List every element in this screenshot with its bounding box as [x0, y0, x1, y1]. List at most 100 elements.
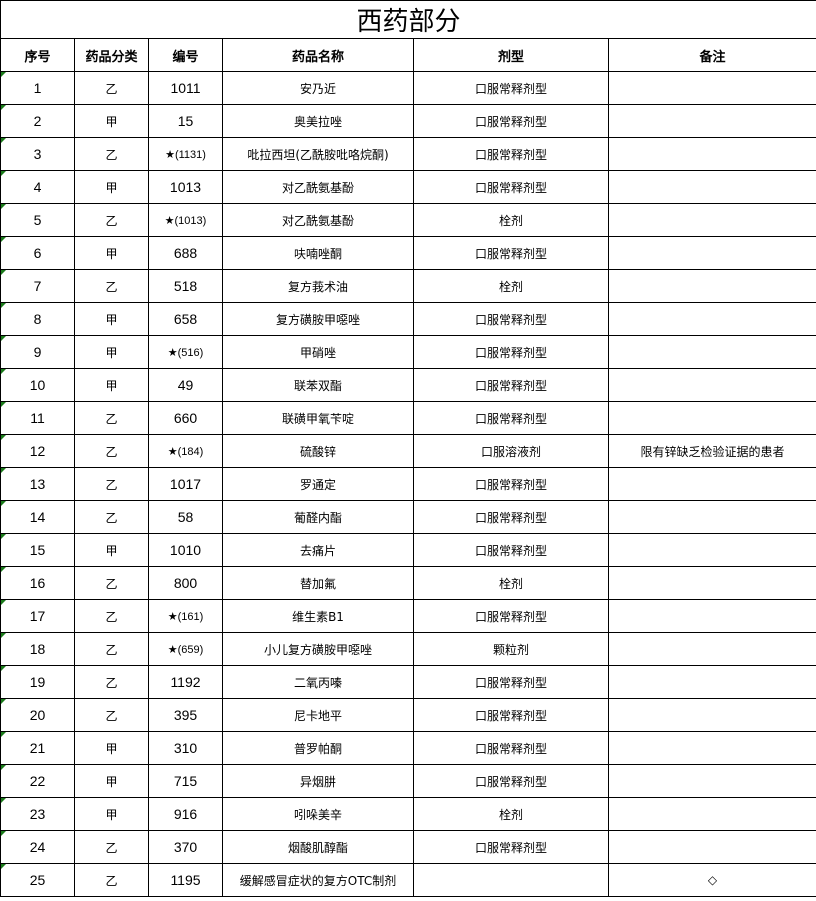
category-cell[interactable]: 乙	[74, 698, 149, 732]
code-cell[interactable]: ★(161)	[148, 599, 223, 633]
drug-name-cell[interactable]: 缓解感冒症状的复方OTC制剂	[222, 863, 414, 897]
code-cell[interactable]: 658	[148, 302, 223, 336]
dosage-form-cell[interactable]: 口服常释剂型	[413, 764, 609, 798]
remarks-cell[interactable]	[607, 104, 816, 138]
remarks-cell[interactable]	[607, 797, 816, 831]
row-number[interactable]: 12	[0, 434, 75, 468]
row-number[interactable]: 1	[0, 71, 75, 105]
dosage-form-cell[interactable]: 栓剂	[413, 566, 609, 600]
code-cell[interactable]: 370	[148, 830, 223, 864]
dosage-form-cell[interactable]: 口服常释剂型	[413, 500, 609, 534]
drug-name-cell[interactable]: 联苯双酯	[222, 368, 414, 402]
category-cell[interactable]: 乙	[74, 500, 149, 534]
dosage-form-cell[interactable]: 栓剂	[413, 797, 609, 831]
remarks-cell[interactable]	[607, 764, 816, 798]
code-cell[interactable]: ★(1131)	[148, 137, 223, 171]
remarks-cell[interactable]: ◇	[607, 863, 816, 897]
drug-name-cell[interactable]: 吲哚美辛	[222, 797, 414, 831]
header-dosage-form[interactable]: 剂型	[413, 38, 609, 72]
row-number[interactable]: 10	[0, 368, 75, 402]
dosage-form-cell[interactable]: 口服常释剂型	[413, 665, 609, 699]
drug-name-cell[interactable]: 呋喃唑酮	[222, 236, 414, 270]
category-cell[interactable]: 乙	[74, 434, 149, 468]
remarks-cell[interactable]	[607, 830, 816, 864]
category-cell[interactable]: 乙	[74, 467, 149, 501]
row-number[interactable]: 23	[0, 797, 75, 831]
remarks-cell[interactable]	[607, 269, 816, 303]
remarks-cell[interactable]	[607, 170, 816, 204]
dosage-form-cell[interactable]: 栓剂	[413, 203, 609, 237]
drug-name-cell[interactable]: 复方磺胺甲噁唑	[222, 302, 414, 336]
dosage-form-cell[interactable]: 口服常释剂型	[413, 731, 609, 765]
drug-name-cell[interactable]: 葡醛内酯	[222, 500, 414, 534]
remarks-cell[interactable]	[607, 71, 816, 105]
dosage-form-cell[interactable]: 口服常释剂型	[413, 401, 609, 435]
code-cell[interactable]: 1017	[148, 467, 223, 501]
category-cell[interactable]: 乙	[74, 566, 149, 600]
category-cell[interactable]: 甲	[74, 302, 149, 336]
dosage-form-cell[interactable]: 口服常释剂型	[413, 335, 609, 369]
row-number[interactable]: 3	[0, 137, 75, 171]
remarks-cell[interactable]	[607, 368, 816, 402]
drug-name-cell[interactable]: 甲硝唑	[222, 335, 414, 369]
code-cell[interactable]: 518	[148, 269, 223, 303]
row-number[interactable]: 15	[0, 533, 75, 567]
drug-name-cell[interactable]: 异烟肼	[222, 764, 414, 798]
code-cell[interactable]: 1013	[148, 170, 223, 204]
code-cell[interactable]: 916	[148, 797, 223, 831]
drug-name-cell[interactable]: 小儿复方磺胺甲噁唑	[222, 632, 414, 666]
code-cell[interactable]: 660	[148, 401, 223, 435]
category-cell[interactable]: 乙	[74, 632, 149, 666]
category-cell[interactable]: 甲	[74, 731, 149, 765]
remarks-cell[interactable]	[607, 533, 816, 567]
sheet-title[interactable]: 西药部分	[0, 0, 816, 39]
category-cell[interactable]: 乙	[74, 137, 149, 171]
remarks-cell[interactable]	[607, 500, 816, 534]
code-cell[interactable]: 58	[148, 500, 223, 534]
remarks-cell[interactable]	[607, 599, 816, 633]
header-remarks[interactable]: 备注	[607, 38, 816, 72]
code-cell[interactable]: 395	[148, 698, 223, 732]
row-number[interactable]: 18	[0, 632, 75, 666]
remarks-cell[interactable]	[607, 698, 816, 732]
drug-name-cell[interactable]: 烟酸肌醇酯	[222, 830, 414, 864]
header-code[interactable]: 编号	[148, 38, 223, 72]
header-category[interactable]: 药品分类	[74, 38, 149, 72]
drug-name-cell[interactable]: 对乙酰氨基酚	[222, 203, 414, 237]
row-number[interactable]: 25	[0, 863, 75, 897]
code-cell[interactable]: 1195	[148, 863, 223, 897]
drug-name-cell[interactable]: 普罗帕酮	[222, 731, 414, 765]
code-cell[interactable]: ★(1013)	[148, 203, 223, 237]
row-number[interactable]: 6	[0, 236, 75, 270]
code-cell[interactable]: 1010	[148, 533, 223, 567]
row-number[interactable]: 8	[0, 302, 75, 336]
category-cell[interactable]: 乙	[74, 599, 149, 633]
row-number[interactable]: 24	[0, 830, 75, 864]
remarks-cell[interactable]	[607, 467, 816, 501]
dosage-form-cell[interactable]: 口服常释剂型	[413, 368, 609, 402]
drug-name-cell[interactable]: 联磺甲氧苄啶	[222, 401, 414, 435]
row-number[interactable]: 22	[0, 764, 75, 798]
code-cell[interactable]: ★(516)	[148, 335, 223, 369]
category-cell[interactable]: 甲	[74, 368, 149, 402]
remarks-cell[interactable]	[607, 203, 816, 237]
dosage-form-cell[interactable]: 口服常释剂型	[413, 236, 609, 270]
row-number[interactable]: 7	[0, 269, 75, 303]
remarks-cell[interactable]	[607, 236, 816, 270]
drug-name-cell[interactable]: 尼卡地平	[222, 698, 414, 732]
row-number[interactable]: 11	[0, 401, 75, 435]
category-cell[interactable]: 甲	[74, 104, 149, 138]
drug-name-cell[interactable]: 奥美拉唑	[222, 104, 414, 138]
code-cell[interactable]: ★(184)	[148, 434, 223, 468]
row-number[interactable]: 21	[0, 731, 75, 765]
dosage-form-cell[interactable]: 颗粒剂	[413, 632, 609, 666]
code-cell[interactable]: ★(659)	[148, 632, 223, 666]
category-cell[interactable]: 乙	[74, 203, 149, 237]
remarks-cell[interactable]	[607, 137, 816, 171]
code-cell[interactable]: 310	[148, 731, 223, 765]
dosage-form-cell[interactable]: 口服常释剂型	[413, 467, 609, 501]
dosage-form-cell[interactable]: 口服常释剂型	[413, 599, 609, 633]
category-cell[interactable]: 甲	[74, 335, 149, 369]
row-number[interactable]: 4	[0, 170, 75, 204]
drug-name-cell[interactable]: 替加氟	[222, 566, 414, 600]
